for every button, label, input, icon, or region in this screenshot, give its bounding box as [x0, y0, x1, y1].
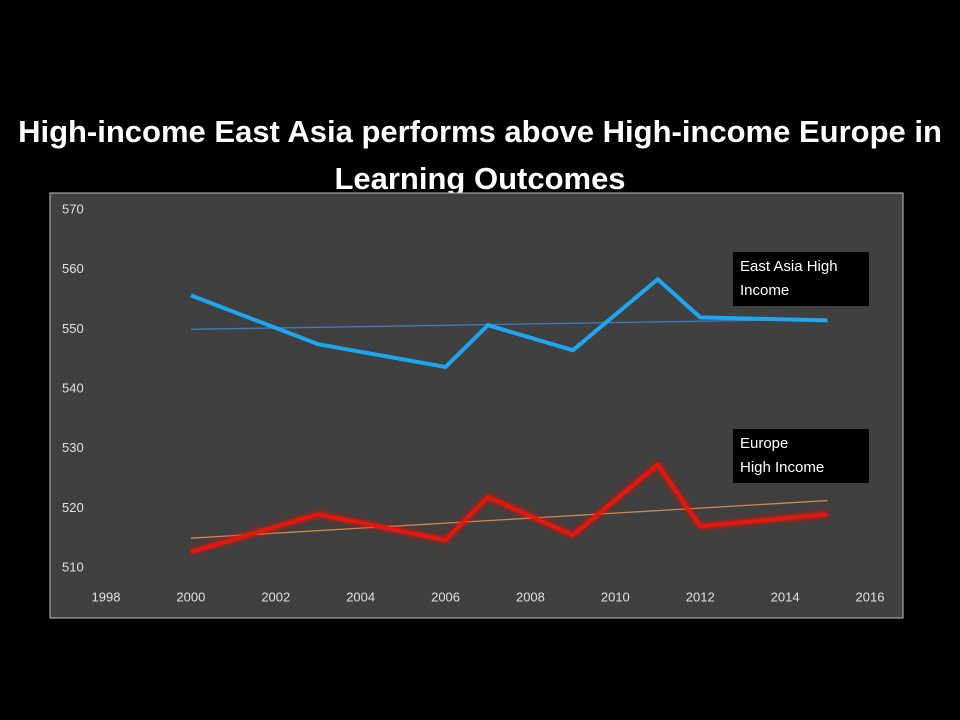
- y-tick-label: 560: [62, 261, 84, 276]
- x-tick-label: 2010: [601, 589, 630, 604]
- x-tick-label: 2006: [431, 589, 460, 604]
- y-tick-label: 550: [62, 321, 84, 336]
- x-tick-label: 2004: [346, 589, 375, 604]
- series-line: [190, 276, 828, 370]
- annotation-box: [733, 429, 869, 483]
- y-tick-label: 530: [62, 440, 84, 455]
- y-tick-label: 520: [62, 500, 84, 515]
- x-tick-label: 2002: [261, 589, 290, 604]
- x-tick-label: 2000: [176, 589, 205, 604]
- annotation-text: High Income: [740, 459, 824, 476]
- y-tick-label: 510: [62, 559, 84, 574]
- x-tick-label: 2016: [856, 589, 885, 604]
- x-tick-label: 1998: [92, 589, 121, 604]
- series-line: [190, 461, 828, 554]
- chart-title: High-income East Asia performs above Hig…: [18, 114, 942, 196]
- trend-line: [190, 318, 828, 330]
- trend-line: [190, 499, 828, 539]
- y-tick-label: 570: [62, 201, 84, 216]
- y-tick-label: 540: [62, 380, 84, 395]
- annotation-box: [733, 252, 869, 306]
- x-tick-label: 2014: [771, 589, 800, 604]
- annotation-text: East Asia High: [740, 258, 838, 275]
- x-tick-label: 2008: [516, 589, 545, 604]
- x-tick-label: 2012: [686, 589, 715, 604]
- annotation-text: Income: [740, 282, 789, 299]
- annotation-text: Europe: [740, 435, 788, 452]
